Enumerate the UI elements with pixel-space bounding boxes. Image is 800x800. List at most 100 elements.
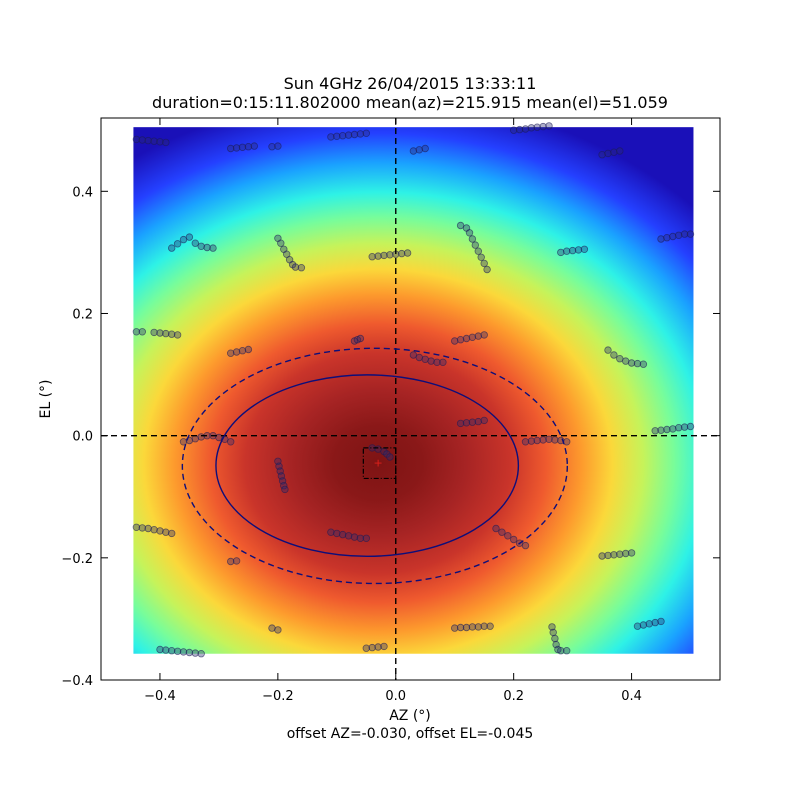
scan-point — [356, 534, 365, 542]
scan-point — [274, 626, 282, 634]
scan-point — [657, 617, 665, 626]
scan-point — [150, 328, 158, 337]
scan-point — [297, 264, 306, 272]
scan-point — [327, 133, 335, 141]
scan-point — [409, 147, 418, 155]
scan-point — [368, 253, 376, 261]
scan-point — [327, 528, 335, 536]
scan-point — [333, 529, 341, 538]
scan-point — [344, 131, 353, 139]
scan-point — [604, 346, 612, 354]
scan-point — [610, 351, 618, 359]
scan-point — [527, 437, 536, 445]
scan-point — [132, 523, 141, 531]
scan-point — [657, 426, 665, 434]
scan-point — [456, 623, 465, 632]
scan-point — [291, 263, 300, 271]
scan-point — [226, 438, 235, 446]
scan-point — [604, 551, 612, 560]
scan-point — [568, 246, 577, 255]
scan-point — [557, 647, 565, 655]
scan-point — [462, 334, 471, 343]
scan-point — [675, 424, 683, 432]
scan-point — [380, 642, 388, 651]
scan-point — [468, 623, 477, 631]
scan-point — [533, 123, 541, 131]
scan-point — [268, 142, 276, 151]
scan-point — [185, 233, 194, 241]
scan-point — [474, 417, 482, 426]
scan-point — [339, 530, 347, 539]
scan-point — [203, 243, 211, 252]
scan-point — [574, 246, 583, 254]
scan-point — [474, 247, 482, 255]
contour-outer — [181, 347, 569, 585]
scan-point — [616, 550, 624, 558]
scan-point — [633, 359, 642, 368]
scan-point — [480, 331, 488, 339]
scan-point — [675, 231, 683, 239]
scan-point — [669, 425, 677, 433]
offset-footer: offset AZ=-0.030, offset EL=-0.045 — [287, 726, 534, 742]
scan-point — [232, 144, 241, 152]
scan-point — [362, 129, 370, 137]
scan-point — [471, 241, 479, 249]
scan-point — [456, 336, 465, 344]
scan-point — [138, 328, 146, 336]
scan-point — [350, 130, 359, 139]
scan-point — [510, 126, 518, 134]
scan-point — [627, 359, 636, 367]
scan-point — [551, 436, 559, 444]
scan-point — [191, 649, 199, 657]
scan-point — [185, 648, 194, 657]
scan-point — [563, 247, 571, 255]
scan-point — [250, 142, 258, 150]
scan-point — [498, 528, 506, 536]
scan-point — [356, 334, 365, 343]
scan-point — [380, 251, 388, 260]
scan-point — [244, 142, 253, 151]
scan-point — [451, 624, 459, 632]
scan-point — [415, 146, 423, 154]
scan-point — [527, 124, 536, 132]
scan-point — [226, 557, 235, 566]
scan-point — [545, 122, 553, 130]
x-tick-label: −0.2 — [262, 689, 294, 704]
scan-point — [639, 621, 648, 629]
scan-point — [480, 622, 488, 630]
scan-point — [344, 532, 353, 540]
chart-title: Sun 4GHz 26/04/2015 13:33:11 — [284, 74, 537, 93]
scan-point — [604, 149, 612, 158]
scan-point — [333, 132, 341, 140]
scan-point — [281, 485, 289, 494]
scan-point — [483, 265, 491, 274]
scan-point — [510, 535, 518, 544]
scan-point — [645, 620, 653, 628]
scan-point — [162, 528, 170, 536]
scan-point — [680, 230, 689, 238]
scan-point — [633, 622, 642, 630]
scan-point — [686, 422, 695, 431]
scan-point — [651, 618, 659, 627]
scan-point — [545, 435, 553, 443]
scan-point — [238, 347, 247, 355]
scan-point — [138, 524, 146, 532]
scan-point — [179, 648, 188, 656]
beam-heatmap — [133, 127, 694, 654]
scan-point — [521, 125, 530, 133]
scan-point — [144, 136, 152, 145]
scan-point — [616, 147, 624, 155]
x-axis: −0.4 −0.2 0.0 0.2 0.4 — [144, 118, 642, 704]
chart-subtitle: duration=0:15:11.802000 mean(az)=215.915… — [152, 93, 668, 112]
y-axis-label: EL (°) — [38, 379, 54, 418]
scan-point — [477, 253, 485, 261]
scan-point — [350, 533, 359, 541]
scan-point — [468, 333, 477, 341]
scan-point — [504, 532, 512, 540]
scan-point — [539, 436, 547, 444]
scan-point — [462, 623, 471, 632]
scan-point — [651, 427, 659, 435]
scan-point — [356, 130, 365, 138]
scan-point — [610, 148, 618, 156]
scan-point — [362, 534, 370, 542]
